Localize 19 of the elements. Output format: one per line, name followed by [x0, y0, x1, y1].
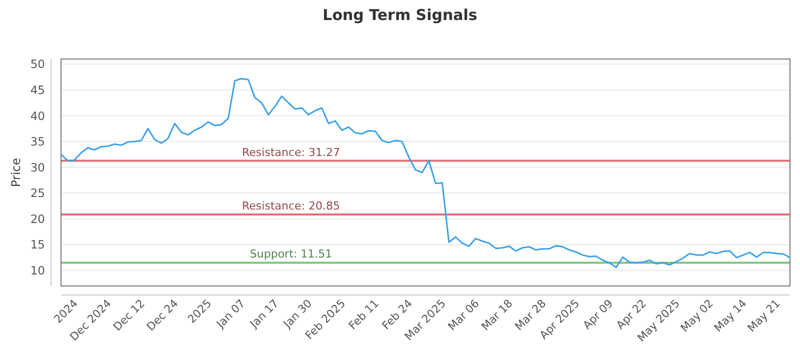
y-tick-label: 25	[30, 186, 45, 200]
y-tick-label: 45	[30, 82, 45, 97]
y-tick-label: 40	[30, 108, 45, 123]
y-tick-label: 10	[30, 264, 45, 278]
ref-line-label: Resistance: 20.85	[242, 200, 340, 213]
x-tick-label: Feb 11	[346, 296, 382, 332]
y-tick-label: 20	[30, 212, 45, 226]
x-tick-label: Apr 09	[580, 296, 616, 332]
y-tick-label: 50	[30, 57, 45, 72]
y-tick-label: 35	[30, 134, 45, 149]
y-tick-label: 30	[30, 160, 45, 174]
ref-line-label: Resistance: 31.27	[242, 146, 340, 159]
chart-title: Long Term Signals	[322, 6, 478, 24]
x-tick-label: Jan 07	[213, 296, 248, 332]
y-tick-label: 15	[30, 238, 45, 252]
x-tick-label: Jan 17	[246, 296, 282, 332]
y-axis-title: Price	[9, 158, 23, 188]
line-series	[60, 78, 791, 268]
ref-line-label: Support: 11.51	[250, 248, 332, 261]
